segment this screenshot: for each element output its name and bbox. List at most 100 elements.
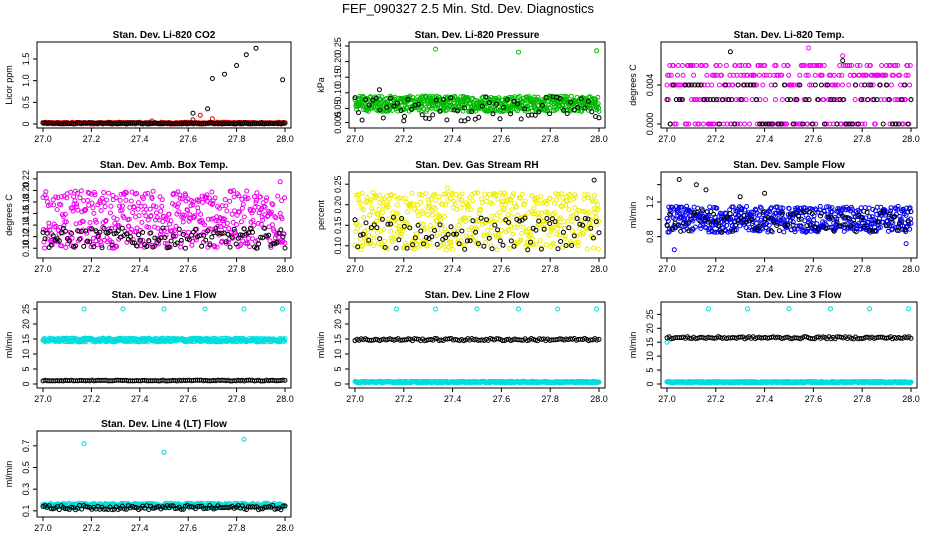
data-point [744,82,750,88]
data-point [144,244,150,249]
data-point [135,206,141,212]
data-point [262,225,268,231]
data-point [458,205,464,211]
data-point [462,118,468,124]
y-tick-label: 20 [21,319,31,329]
data-point [176,226,182,232]
data-point [536,109,542,115]
panel-title: Stan. Dev. Li-820 CO2 [113,30,216,41]
y-tick-label: 5 [645,368,655,373]
data-point [821,63,827,68]
data-point [58,194,64,200]
data-point [747,121,752,127]
data-series [352,306,602,386]
data-point [472,190,478,196]
data-point [161,306,167,312]
plot-frame [348,171,606,259]
data-point [198,211,204,217]
data-point [821,97,827,103]
data-point [148,230,154,236]
data-point [238,219,244,225]
data-point [547,195,553,201]
data-point [754,97,760,103]
x-tick-label: 27.6 [805,134,823,144]
data-point [569,241,575,247]
data-point [566,207,572,213]
data-point [487,232,493,238]
data-point [555,192,561,197]
data-point [280,234,286,240]
data-point [880,121,886,127]
data-point [185,207,190,213]
data-point [546,232,552,238]
data-point [538,194,544,200]
y-tick-label: 15 [21,334,31,344]
data-point [109,239,115,245]
data-point [560,229,566,235]
data-point [420,210,426,216]
data-point [277,179,283,185]
data-point [151,203,157,209]
data-point [270,202,276,208]
data-point [510,191,516,197]
data-point [168,238,174,244]
data-point [177,196,183,201]
data-point [218,224,223,230]
data-point [539,102,545,108]
data-point [534,200,540,206]
data-point [891,72,896,78]
data-point [836,72,842,78]
data-point [243,52,249,58]
x-tick-label: 27.8 [541,394,559,404]
data-point [424,243,430,249]
data-point [852,82,858,88]
data-point [538,210,544,216]
data-point [493,101,499,107]
data-point [392,193,398,199]
x-tick-label: 28.0 [590,394,608,404]
data-point [477,207,483,213]
data-point [781,82,787,88]
data-point [586,210,592,215]
y-tick-label: 0.20 [21,182,31,200]
data-point [737,63,743,68]
data-point [577,226,583,232]
data-point [469,109,475,115]
data-point [664,97,670,103]
data-point [418,199,423,205]
data-point [138,237,144,243]
y-axis-label: percent [316,199,326,230]
data-point [729,97,735,103]
data-point [465,204,471,210]
data-point [849,63,855,68]
data-point [501,104,506,110]
data-point [116,223,122,229]
data-point [424,212,430,218]
data-point [470,198,476,204]
data-point [562,234,568,239]
data-point [62,211,68,217]
data-point [359,190,365,196]
y-tick-label: 0.10 [333,237,343,255]
data-point [564,198,570,204]
data-point [504,97,510,102]
data-point [859,97,865,103]
data-point [364,195,370,200]
data-point [221,216,227,222]
data-point [522,198,528,204]
data-point [493,192,499,198]
data-point [476,211,482,217]
data-point [503,202,509,208]
data-point [756,63,762,68]
data-point [91,189,97,195]
data-point [806,45,811,51]
data-point [257,194,263,200]
data-point [528,242,534,248]
data-point [830,82,836,88]
data-point [176,209,182,215]
data-point [128,198,134,204]
data-point [62,228,68,234]
data-point [367,95,373,100]
data-point [54,207,60,212]
data-point [274,230,280,236]
